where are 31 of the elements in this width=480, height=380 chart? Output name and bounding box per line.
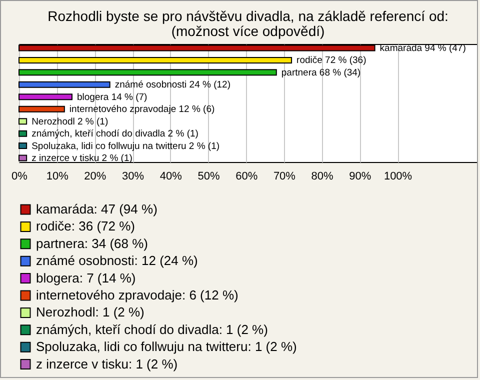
chart-title: Rozhodli byste se pro návštěvu divadla, na základě referencí od:: [48, 8, 448, 24]
legend-label: známých, kteří chodí do divadla: 1 (2 %): [36, 322, 268, 337]
legend-label: známé osobnosti: 12 (24 %): [36, 253, 198, 268]
legend-label: blogera: 7 (14 %): [36, 270, 136, 286]
legend-label: partnera: 34 (68 %): [36, 236, 148, 251]
data-label: Spoluzaka, lidi co follwuju na twitteru 2 % (1): [32, 140, 220, 152]
data-label: partnera 68 % (34): [281, 67, 361, 78]
x-tick-label: 0%: [12, 170, 28, 182]
data-label: blogera 14 % (7): [76, 92, 148, 103]
legend-label: kamaráda: 47 (94 %): [36, 202, 158, 216]
x-tick-label: 50%: [198, 170, 220, 182]
legend-label: z inzerce v tisku: 1 (2 %): [36, 356, 178, 372]
legend-label: Nerozhodl: 1 (2 %): [36, 304, 144, 320]
data-label: známé osobnosti 24 % (12): [114, 80, 230, 91]
chart-subtitle: (možnost více odpovědí): [171, 22, 325, 39]
x-tick-label: 90%: [349, 170, 372, 182]
data-label: internetového zpravodaje 12 % (6): [69, 104, 215, 116]
x-tick-label: 30%: [122, 170, 144, 182]
x-tick-label: 10%: [46, 170, 69, 182]
x-tick-label: 20%: [84, 170, 106, 182]
data-label: rodiče 72 % (36): [296, 55, 366, 66]
x-tick-label: 80%: [311, 170, 334, 182]
legend-label: rodiče: 36 (72 %): [36, 218, 135, 234]
x-tick-label: 40%: [160, 170, 182, 182]
legend-label: Spoluzaka, lidi co follwuju na twitteru: 1 (2 %): [36, 339, 297, 354]
legend-label: internetového zpravodaje: 6 (12 %): [36, 288, 238, 302]
x-tick-label: 70%: [273, 170, 296, 182]
data-label: Nerozhodl 2 % (1): [32, 116, 108, 128]
x-tick-label: 60%: [236, 170, 258, 182]
x-tick-label: 100%: [384, 170, 412, 182]
data-label: známých, kteří chodí do divadla 2 % (1): [32, 128, 198, 140]
